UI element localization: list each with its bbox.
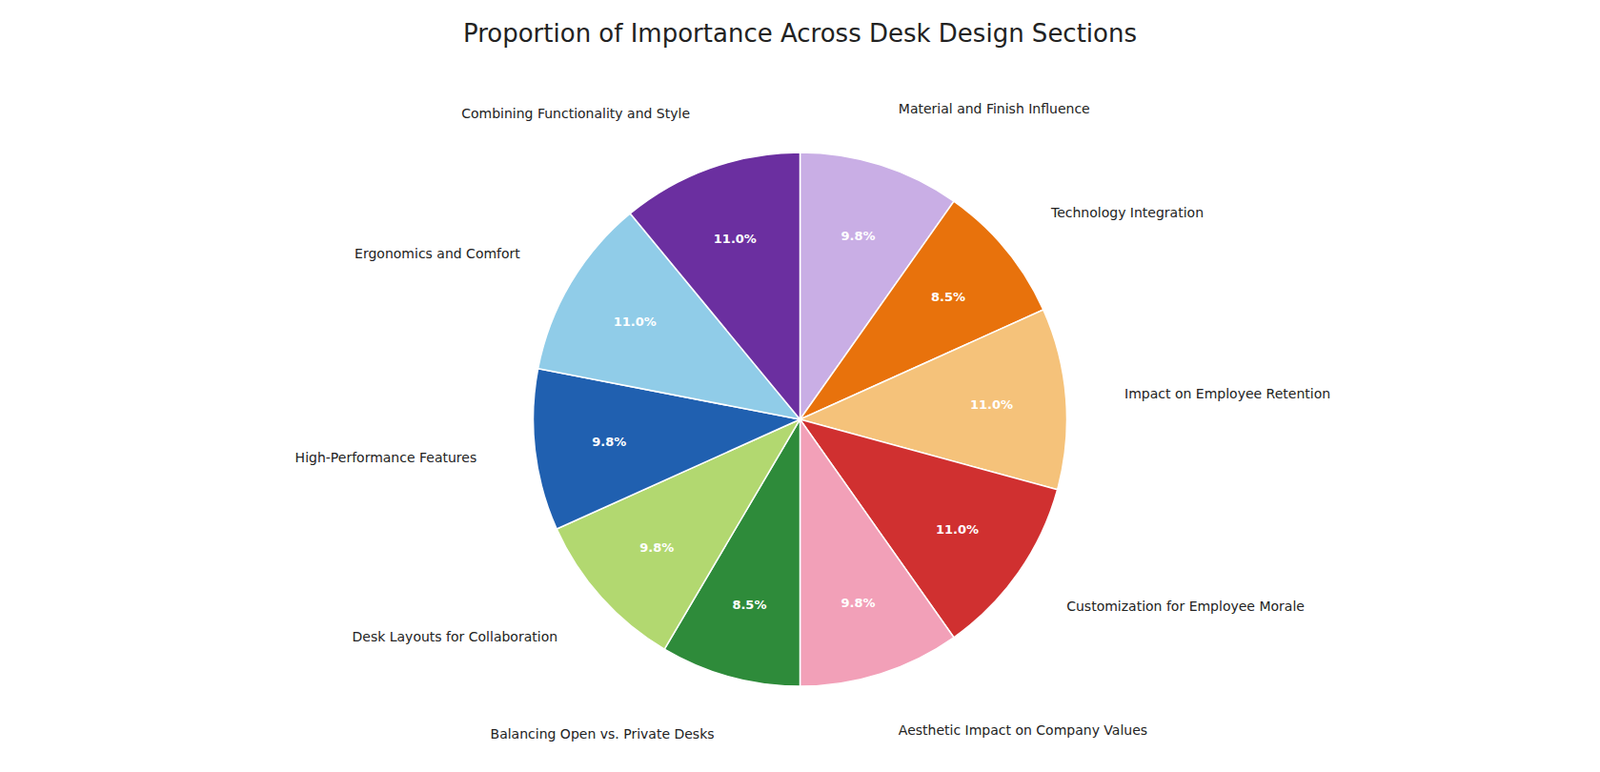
title: Proportion of Importance Across Desk Des… xyxy=(463,19,1137,48)
slice xyxy=(800,419,954,687)
data-label: 11.0% xyxy=(613,314,657,329)
data-label: 11.0% xyxy=(713,231,757,246)
category-label: Technology Integration xyxy=(1050,204,1204,221)
data-label: 8.5% xyxy=(931,289,966,304)
data-label: 9.8% xyxy=(639,540,674,555)
data-label: 9.8% xyxy=(591,434,627,449)
category-label: Material and Finish Influence xyxy=(898,101,1091,117)
pie: 9.8% 8.5% 11.0% 11.0% 9.8% 8.5% 9.8% 9.8% 11.0% 1… xyxy=(295,101,1332,741)
category-label: Balancing Open vs. Private Desks xyxy=(490,726,715,742)
category-label: Aesthetic Impact on Company Values xyxy=(898,722,1148,738)
category-labels: Material and Finish Influence Technology … xyxy=(295,101,1332,741)
data-label: 8.5% xyxy=(731,597,767,612)
category-label: High-Performance Features xyxy=(295,449,478,466)
data-label: 9.8% xyxy=(840,228,875,244)
category-label: Impact on Employee Retention xyxy=(1124,385,1331,402)
data-labels: 9.8% 8.5% 11.0% 11.0% 9.8% 8.5% 9.8% 9.8% 11.0% 1… xyxy=(591,228,1013,612)
category-label: Customization for Employee Morale xyxy=(1066,598,1305,614)
category-label: Ergonomics and Comfort xyxy=(354,245,521,262)
data-label: 11.0% xyxy=(935,522,979,537)
slices xyxy=(532,152,1067,687)
data-label: 9.8% xyxy=(840,595,875,610)
data-label: 11.0% xyxy=(970,397,1013,412)
slice xyxy=(629,152,800,420)
category-label: Desk Layouts for Collaboration xyxy=(351,628,558,645)
category-label: Combining Functionality and Style xyxy=(461,105,690,122)
chart: Proportion of Importance Across Desk Des… xyxy=(0,0,1600,772)
